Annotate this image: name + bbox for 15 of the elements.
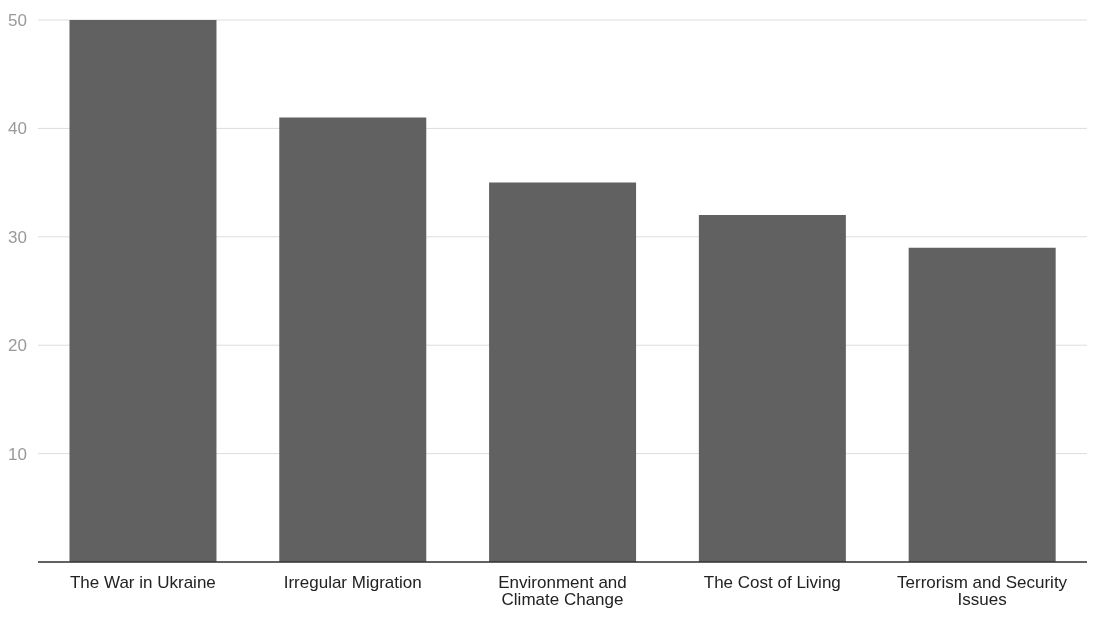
x-tick-label: The War in Ukraine — [69, 573, 216, 593]
x-tick-label: Irregular Migration — [283, 573, 422, 593]
y-tick-label: 20 — [8, 336, 27, 356]
bar — [698, 215, 846, 562]
y-tick-label: 40 — [8, 119, 27, 139]
bar — [279, 117, 427, 562]
bar — [489, 182, 637, 562]
y-tick-label: 50 — [8, 11, 27, 31]
bar — [69, 20, 217, 562]
x-tick-label: The Cost of Living — [703, 573, 841, 593]
y-tick-label: 30 — [8, 227, 27, 247]
y-tick-label: 10 — [8, 444, 27, 464]
x-tick-label: Environment and Climate Change — [498, 573, 627, 610]
bar — [908, 247, 1056, 562]
x-tick-label: Terrorism and Security Issues — [897, 573, 1068, 610]
